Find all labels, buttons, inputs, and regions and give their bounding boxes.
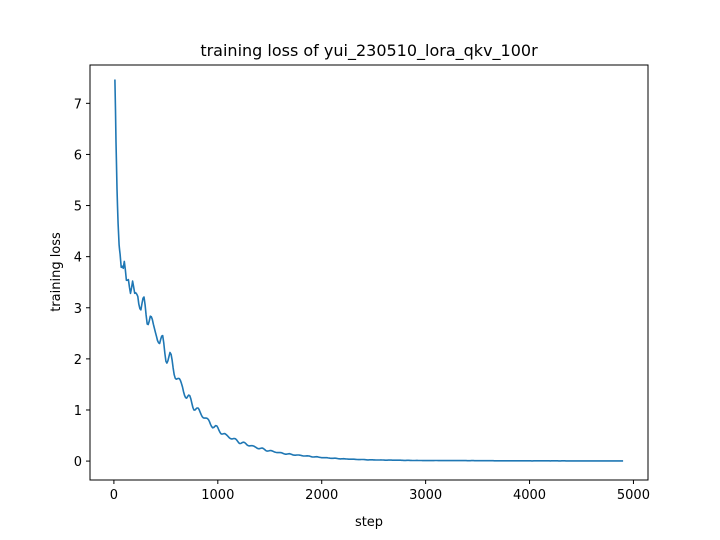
x-axis-label: step	[355, 515, 383, 530]
ticks-layer: 0 1000 2000 3000 4000 5000 0 1 2 3 4 5 6 7	[74, 97, 650, 503]
y-tick-label: 3	[74, 302, 82, 317]
x-tick-label: 4000	[513, 488, 546, 503]
y-tick-label: 1	[74, 404, 82, 419]
x-tick-label: 3000	[409, 488, 442, 503]
x-tick-label: 2000	[305, 488, 338, 503]
y-tick-label: 7	[74, 97, 82, 112]
axes-frame	[89, 64, 649, 481]
chart-title: training loss of yui_230510_lora_qkv_100…	[200, 41, 538, 61]
y-tick-label: 4	[74, 251, 82, 266]
x-tick-label: 1000	[201, 488, 234, 503]
y-tick-label: 5	[74, 200, 82, 215]
x-tick-label: 5000	[617, 488, 650, 503]
y-tick-label: 0	[74, 455, 82, 470]
plot-area	[114, 79, 624, 462]
y-axis-label: training loss	[49, 232, 64, 312]
y-tick-label: 6	[74, 148, 82, 163]
x-tick-label: 0	[110, 488, 118, 503]
y-tick-label: 2	[74, 353, 82, 368]
loss-series-line	[114, 79, 624, 462]
